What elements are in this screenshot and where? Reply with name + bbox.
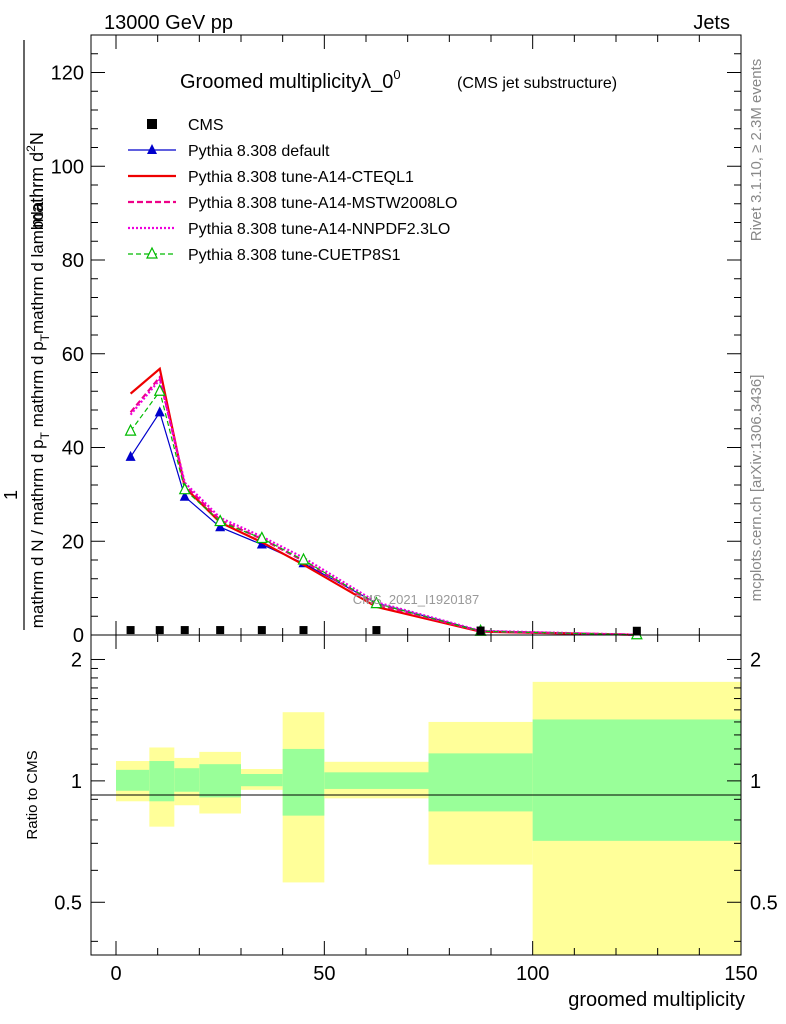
ratio-band-inner [116, 769, 150, 791]
cms-data-point [632, 626, 641, 635]
main-ytick-label: 40 [62, 438, 84, 460]
main-ytick-label: 0 [73, 625, 84, 647]
legend: CMS Pythia 8.308 default Pythia 8.308 tune… [128, 117, 457, 264]
series-point-default [179, 490, 190, 501]
ratio-band-inner [174, 768, 200, 792]
ylabel-one: 1 [1, 490, 21, 500]
ylabel-top: mathrm d2N [24, 132, 47, 228]
cms-data-point [180, 626, 189, 635]
rivet-label: Rivet 3.1.10, ≥ 2.3M events [748, 59, 765, 242]
ratio-band-inner [428, 753, 533, 812]
main-ytick-label: 20 [62, 531, 84, 553]
cms-data-point [126, 626, 135, 635]
cms-data-point [155, 626, 164, 635]
series-point-default [125, 450, 136, 461]
legend-label: Pythia 8.308 tune-A14-NNPDF2.3LO [188, 221, 450, 238]
ratio-ytick-label: 0.5 [54, 892, 82, 914]
legend-label: Pythia 8.308 tune-CUETP8S1 [188, 247, 401, 264]
legend-label: Pythia 8.308 tune-A14-MSTW2008LO [188, 195, 457, 212]
ratio-ytick-label-right: 2 [750, 649, 761, 671]
legend-marker [146, 246, 158, 259]
series-point-cuetp8s1 [255, 531, 268, 544]
ratio-band-inner [241, 774, 283, 787]
main-ytick-label: 80 [62, 250, 84, 272]
ratio-ytick-label-right: 1 [750, 771, 761, 793]
legend-label: Pythia 8.308 default [188, 143, 330, 160]
series-point-default [154, 406, 165, 417]
series-point-cuetp8s1 [214, 514, 227, 527]
main-ytick-label: 120 [51, 63, 84, 85]
ylabel-bottom: mathrm d N / mathrm d pT mathrm d pTmath… [28, 201, 52, 628]
mcplots-label: mcplots.cern.ch [arXiv:1306.3436] [748, 375, 765, 602]
ratio-ytick-label: 2 [71, 649, 82, 671]
x-tick-label: 100 [516, 963, 549, 985]
series-point-default [215, 521, 226, 532]
legend-marker [147, 144, 157, 154]
cms-data-point [372, 626, 381, 635]
ratio-panel: 0.5 0.5 1 1 2 2 0 50 100 150 Ratio to CMS groomed… [24, 634, 778, 1011]
main-ytick-label: 100 [51, 156, 84, 178]
ratio-band-inner [324, 772, 429, 789]
series-point-cuetp8s1 [297, 552, 310, 565]
x-axis-label: groomed multiplicity [568, 989, 745, 1011]
x-tick-label: 50 [313, 963, 335, 985]
series-point-cuetp8s1 [178, 482, 191, 495]
ratio-frame [90, 634, 742, 956]
watermark: CMS_2021_I1920187 [353, 592, 480, 607]
main-ylabel: mathrm d2N 1 mathrm d N / mathrm d pT ma… [1, 40, 52, 630]
header-right: Jets [693, 12, 730, 34]
main-title: Groomed multiplicityλ_00 [180, 67, 401, 93]
main-ytick-label: 60 [62, 344, 84, 366]
legend-label: CMS [188, 117, 224, 134]
cms-data-point [476, 626, 485, 635]
legend-label: Pythia 8.308 tune-A14-CTEQL1 [188, 169, 414, 186]
series-point-default [256, 538, 267, 549]
ratio-band-inner [532, 719, 741, 841]
ratio-ytick-label: 1 [71, 771, 82, 793]
ratio-band-inner [199, 764, 241, 798]
series-point-cuetp8s1 [153, 383, 166, 396]
ratio-ytick-label-right: 0.5 [750, 892, 778, 914]
series-point-cuetp8s1 [370, 596, 383, 609]
series-line-nnpdf [129, 377, 637, 636]
x-tick-label: 0 [110, 963, 121, 985]
x-tick-label: 150 [724, 963, 757, 985]
cms-data-point [257, 626, 266, 635]
legend-marker [147, 119, 157, 129]
header-left: 13000 GeV pp [104, 12, 233, 34]
cms-data-point [216, 626, 225, 635]
ratio-ylabel: Ratio to CMS [24, 750, 41, 839]
main-panel: 0 20 40 60 80 100 120 Groomed multiplicityλ_00… [51, 34, 742, 647]
series-point-cuetp8s1 [124, 423, 137, 436]
cms-data-point [299, 626, 308, 635]
main-subtitle: (CMS jet substructure) [457, 75, 617, 92]
ratio-band-inner [282, 748, 325, 816]
